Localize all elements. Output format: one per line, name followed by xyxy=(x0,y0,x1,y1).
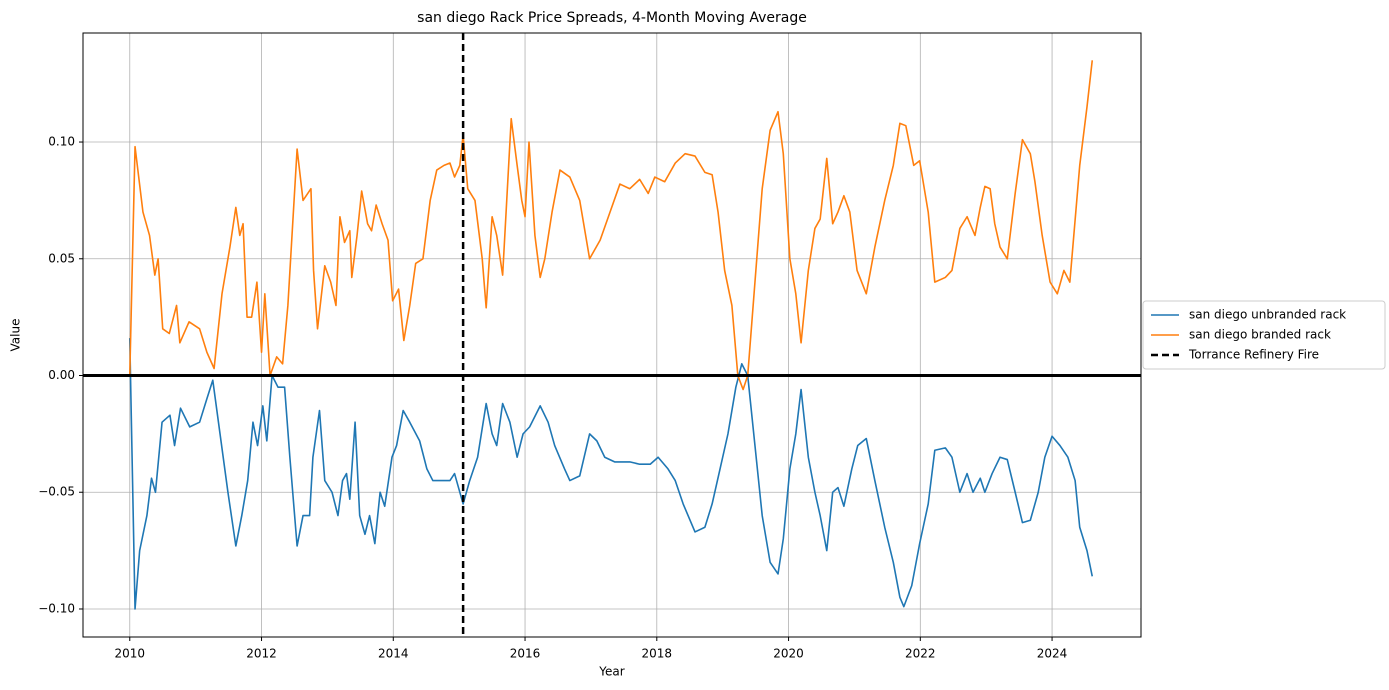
x-axis-label: Year xyxy=(598,665,624,679)
x-tick-label: 2018 xyxy=(642,647,673,661)
x-tick-label: 2010 xyxy=(114,647,145,661)
legend-label: san diego branded rack xyxy=(1189,328,1331,342)
x-tick-label: 2020 xyxy=(773,647,804,661)
legend-label: san diego unbranded rack xyxy=(1189,308,1346,322)
x-tick-label: 2012 xyxy=(246,647,277,661)
plot-frame xyxy=(82,32,1142,638)
x-tick-label: 2024 xyxy=(1037,647,1068,661)
chart-title: san diego Rack Price Spreads, 4-Month Mo… xyxy=(417,10,807,26)
y-axis-label: Value xyxy=(9,319,23,352)
x-tick-label: 2014 xyxy=(378,647,409,661)
line-series xyxy=(128,60,1094,391)
legend-box xyxy=(1142,300,1386,370)
y-tick-label: 0.10 xyxy=(48,135,75,149)
y-tick-label: −0.05 xyxy=(38,485,75,499)
x-tick-label: 2022 xyxy=(905,647,936,661)
y-tick-label: 0.00 xyxy=(48,368,75,382)
y-tick-label: −0.10 xyxy=(38,601,75,615)
legend-label: Torrance Refinery Fire xyxy=(1188,348,1319,362)
x-tick-label: 2016 xyxy=(510,647,541,661)
line-series xyxy=(128,338,1094,610)
y-tick-label: 0.05 xyxy=(48,251,75,265)
